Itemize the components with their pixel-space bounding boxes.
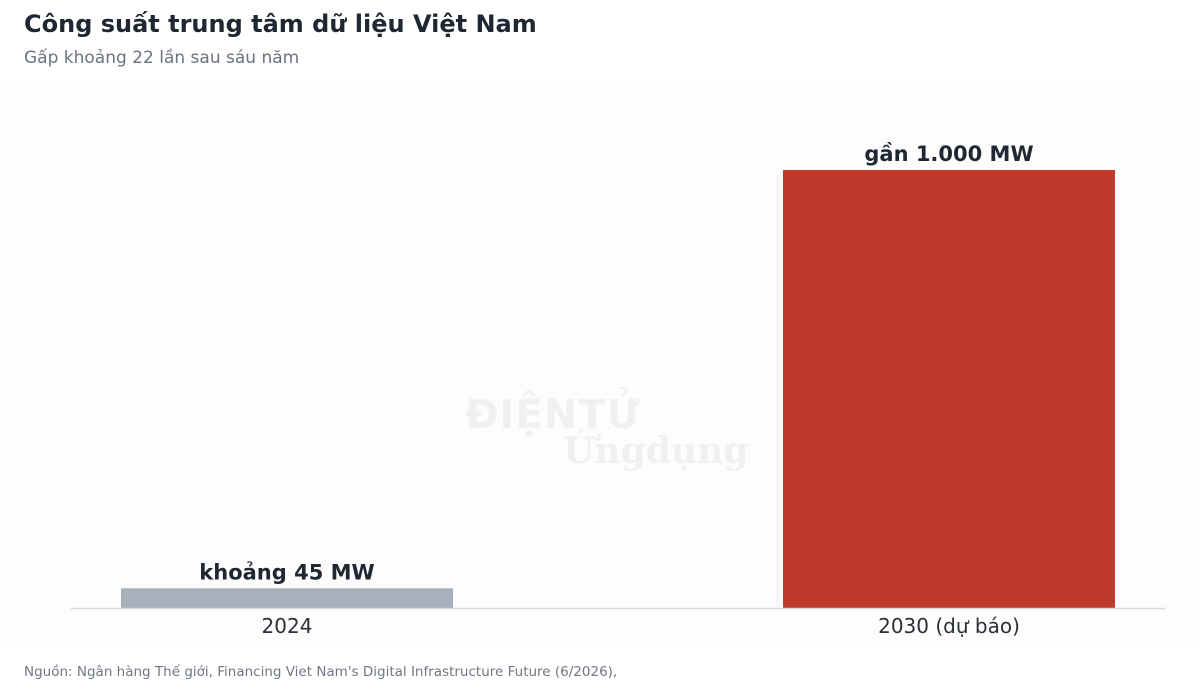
chart-title: Công suất trung tâm dữ liệu Việt Nam [24, 10, 537, 38]
data-label-0: khoảng 45 MW [199, 560, 374, 584]
source-note: Nguồn: Ngân hàng Thế giới, Financing Vie… [24, 664, 618, 680]
data-label-1: gần 1.000 MW [864, 142, 1033, 166]
x-tick-label-0: 2024 [262, 614, 313, 638]
chart-subtitle: Gấp khoảng 22 lần sau sáu năm [24, 48, 300, 68]
bar-chart: khoảng 45 MW 2024 gần 1.000 MW 2030 (dự báo… [71, 142, 1165, 638]
x-tick-label-1: 2030 (dự báo) [878, 614, 1020, 638]
chart-area: ĐIỆNTỬ Ứngdụng khoảng 45 MW 2024 gần 1.000… [0, 84, 1200, 644]
bar-1 [783, 170, 1115, 608]
bar-0 [121, 588, 453, 608]
